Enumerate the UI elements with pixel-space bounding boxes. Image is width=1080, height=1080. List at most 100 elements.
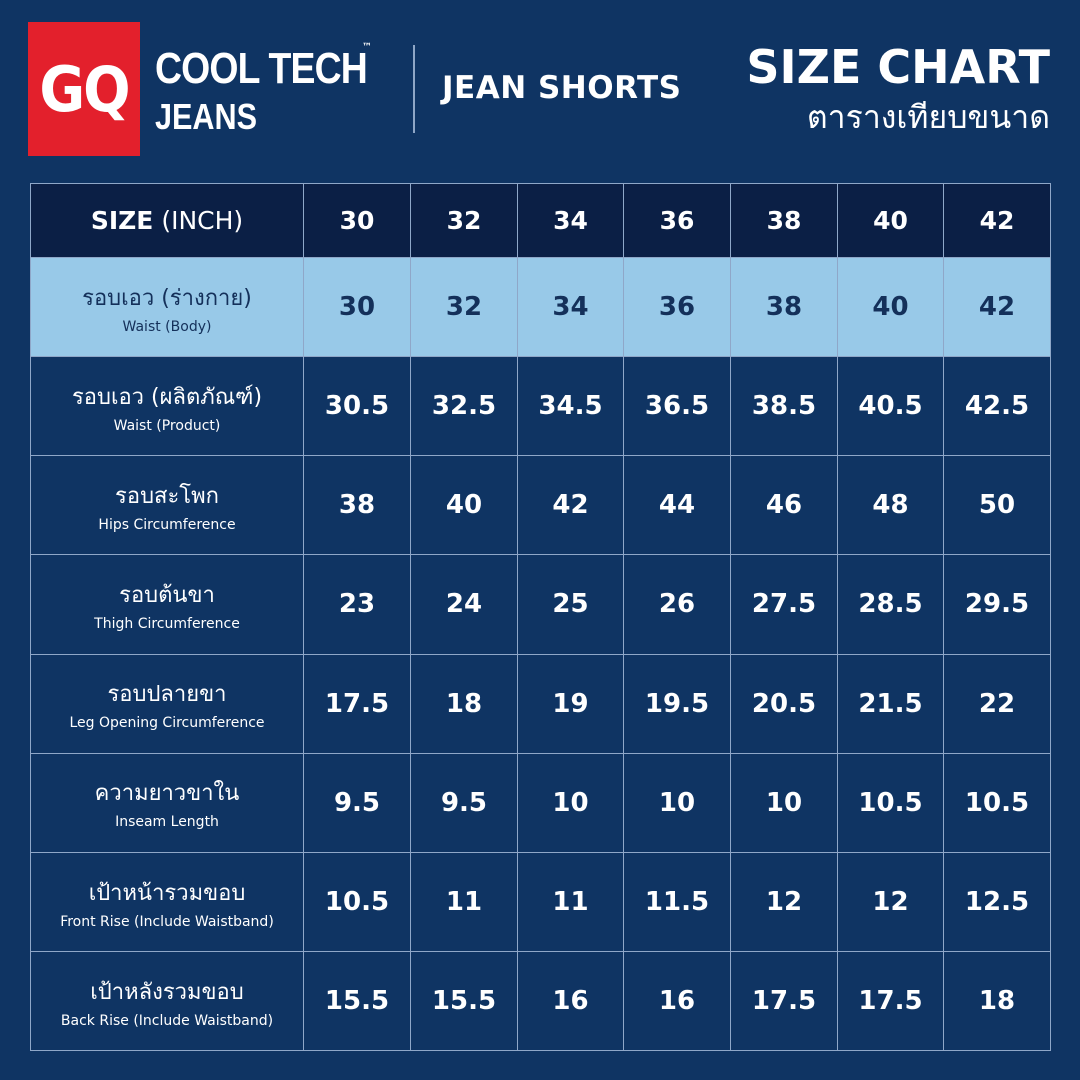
value-cell: 38.5 [730,356,838,457]
row-label-english: Inseam Length [115,814,219,831]
value-cell: 16 [517,951,624,1052]
value-cell: 12.5 [943,852,1051,953]
value-cell: 26 [623,554,731,655]
header-cell: SIZE (INCH) [30,183,304,258]
value-cell: 21.5 [837,653,944,754]
value: 15.5 [431,986,497,1017]
value: 15.5 [324,986,390,1017]
value-cell: 44 [623,455,731,556]
value: 38 [765,292,803,322]
row-label-english: Hips Circumference [98,516,236,533]
row-label-thai: รอบสะโพก [115,483,219,509]
value-cell: 34 [517,257,624,357]
header-cell: 32 [410,183,518,258]
value: 30.5 [324,391,390,422]
value-cell: 12 [730,852,838,953]
value: 42 [978,292,1016,322]
value: 10 [765,787,803,818]
brand: COOL TECH [155,44,368,93]
value: 32.5 [431,391,497,422]
value-cell: 42 [517,455,624,556]
value-cell: 40 [410,455,518,556]
value-cell: 40 [837,257,944,357]
value: 36 [658,292,696,322]
value-cell: 12 [837,852,944,953]
value-cell: 18 [943,951,1051,1052]
value-cell: 50 [943,455,1051,556]
value: 23 [338,589,376,620]
value-cell: 46 [730,455,838,556]
value: 38.5 [751,391,817,422]
value: 32 [445,292,483,322]
value: 16 [552,986,589,1017]
value-cell: 32.5 [410,356,518,457]
value: 9.5 [333,787,381,818]
value: 40 [872,292,909,322]
header-cell: 40 [837,183,944,258]
value: 34.5 [538,391,603,422]
value: 27.5 [751,589,817,620]
value-cell: 28.5 [837,554,944,655]
size-label: 42 [979,206,1015,235]
row-label-english: Waist (Product) [113,417,221,434]
value: 34 [552,292,589,322]
value-cell: 11.5 [623,852,731,953]
row-label-cell: ความยาวขาใน Inseam Length [30,752,304,853]
header-cell: 42 [943,183,1051,258]
value: 12.5 [964,887,1030,918]
value-cell: 10.5 [837,752,944,853]
value: 29.5 [964,589,1030,620]
size-label: 40 [873,206,908,235]
value-cell: 34.5 [517,356,624,457]
value-cell: 10 [517,752,624,853]
value: 36.5 [644,391,710,422]
value-cell: 17.5 [837,951,944,1052]
row-label-english: Front Rise (Include Waistband) [60,913,274,930]
row-label-cell: รอบสะโพก Hips Circumference [30,455,304,556]
value-cell: 36.5 [623,356,731,457]
value-cell: 24 [410,554,518,655]
row-label-cell: รอบเอว (ร่างกาย) Waist (Body) [30,257,304,357]
value: 20.5 [751,688,817,719]
value: 11 [445,887,483,918]
value: 17.5 [324,688,390,719]
value-cell: 27.5 [730,554,838,655]
header-label: SIZE [90,206,154,235]
value-cell: 40.5 [837,356,944,457]
value-cell: 9.5 [303,752,411,853]
size-label: 32 [446,206,482,235]
row-label-cell: เป้าหน้ารวมขอบ Front Rise (Include Waistb… [30,852,304,953]
row-label-thai: ความยาวขาใน [94,781,240,807]
value: 19 [552,688,589,719]
row-label-thai: เป้าหน้ารวมขอบ [88,880,246,906]
value: 10 [658,787,696,818]
value-cell: 11 [410,852,518,953]
value: 22 [978,688,1016,719]
value-cell: 9.5 [410,752,518,853]
value-cell: 23 [303,554,411,655]
value: 21.5 [858,688,923,719]
row-label-thai: รอบปลายขา [107,682,227,708]
value: 40 [445,490,483,521]
header-cell: 36 [623,183,731,258]
size-label: 36 [659,206,695,235]
value-cell: 48 [837,455,944,556]
value-cell: 18 [410,653,518,754]
value-cell: 22 [943,653,1051,754]
subtitle: ตารางเทียบขนาด [806,98,1050,136]
trademark: ™ [362,42,372,53]
value: 12 [765,887,803,918]
row-label-thai: เป้าหลังรวมขอบ [90,979,244,1005]
row-label-cell: เป้าหลังรวมขอบ Back Rise (Include Waistba… [30,951,304,1052]
value: 44 [658,490,696,521]
header-unit: (INCH) [161,206,244,235]
value: 17.5 [858,986,923,1017]
value: 18 [978,986,1016,1017]
value: 10.5 [324,887,390,918]
value-cell: 19 [517,653,624,754]
row-label-thai: รอบเอว (ร่างกาย) [82,285,252,311]
value: 28.5 [858,589,923,620]
row-label-cell: รอบต้นขา Thigh Circumference [30,554,304,655]
header-cell: 30 [303,183,411,258]
